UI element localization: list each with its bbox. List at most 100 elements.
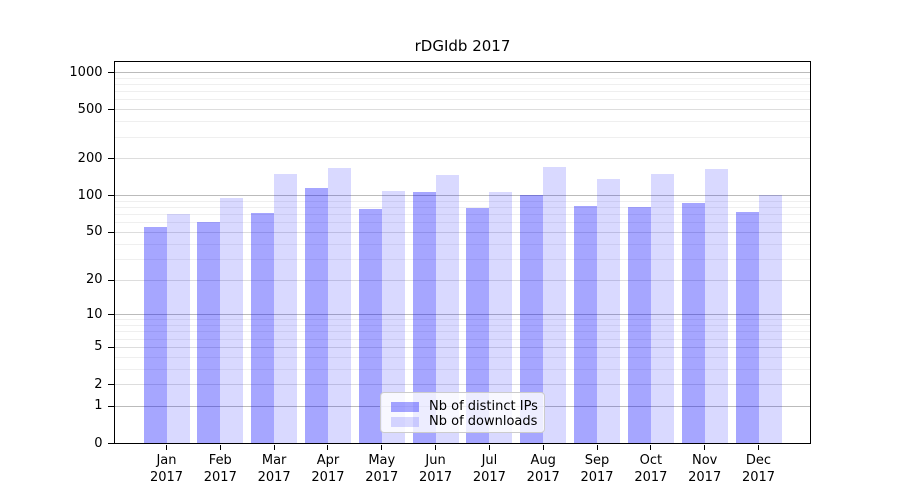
- y-tick-label: 200: [77, 150, 103, 166]
- x-tick-label: Feb 2017: [203, 452, 237, 485]
- y-tick-mark: [107, 279, 114, 281]
- minor-gridline: [114, 136, 811, 138]
- major-gridline: [114, 384, 811, 386]
- bar-nb-of-downloads-dec-2017: [758, 195, 782, 444]
- x-tick-mark: [327, 444, 329, 450]
- bar-nb-of-downloads-aug-2017: [543, 166, 567, 444]
- y-tick-mark: [107, 231, 114, 233]
- minor-gridline: [114, 222, 811, 224]
- bar-nb-of-distinct-ips-jul-2017: [466, 208, 490, 444]
- y-tick-label: 10: [85, 306, 103, 322]
- minor-gridline: [114, 84, 811, 86]
- y-tick-label: 20: [85, 272, 103, 288]
- bar-nb-of-distinct-ips-nov-2017: [681, 202, 705, 444]
- bar-nb-of-downloads-nov-2017: [704, 168, 728, 444]
- x-tick-mark: [273, 444, 275, 450]
- x-tick-mark: [435, 444, 437, 450]
- minor-gridline: [114, 200, 811, 202]
- major-gridline: [114, 314, 811, 316]
- plot-frame: [114, 61, 811, 444]
- y-tick-mark: [107, 443, 114, 444]
- x-tick-mark: [596, 444, 598, 450]
- bar-nb-of-downloads-apr-2017: [327, 167, 351, 444]
- major-gridline: [114, 231, 811, 233]
- y-tick-mark: [107, 158, 114, 160]
- bar-nb-of-distinct-ips-aug-2017: [520, 194, 544, 444]
- bar-nb-of-distinct-ips-jun-2017: [412, 191, 436, 444]
- x-tick-mark: [758, 444, 759, 450]
- bar-nb-of-downloads-jul-2017: [489, 192, 513, 444]
- x-tick-mark: [650, 444, 652, 450]
- y-tick-mark: [107, 405, 114, 407]
- y-tick-label: 1: [94, 398, 103, 414]
- bar-nb-of-downloads-mar-2017: [274, 174, 298, 444]
- bar-nb-of-downloads-jan-2017: [166, 213, 190, 444]
- minor-gridline: [114, 99, 811, 101]
- y-tick-mark: [107, 109, 114, 111]
- legend-item-nb-of-distinct-ips: Nb of distinct IPs: [391, 399, 538, 414]
- minor-gridline: [114, 331, 811, 333]
- bar-nb-of-distinct-ips-oct-2017: [627, 206, 651, 444]
- minor-gridline: [114, 207, 811, 209]
- bar-nb-of-downloads-sep-2017: [597, 179, 621, 444]
- y-tick-label: 500: [77, 101, 103, 117]
- minor-gridline: [114, 258, 811, 260]
- legend-item-nb-of-downloads: Nb of downloads: [391, 414, 538, 429]
- y-tick-label: 2: [94, 376, 103, 392]
- x-tick-mark: [704, 444, 706, 450]
- y-tick-mark: [107, 314, 114, 316]
- major-gridline: [114, 346, 811, 348]
- x-tick-mark: [542, 444, 544, 450]
- chart-title: rDGIdb 2017: [414, 37, 511, 55]
- x-tick-mark: [166, 444, 167, 450]
- y-tick-mark: [107, 72, 114, 74]
- y-tick-label: 100: [77, 187, 103, 203]
- y-tick-label: 50: [85, 224, 103, 240]
- x-tick-label: Mar 2017: [257, 452, 291, 485]
- legend-label-nb-of-downloads: Nb of downloads: [429, 414, 538, 429]
- y-tick-mark: [107, 195, 114, 197]
- legend-swatch-nb-of-distinct-ips: [391, 401, 419, 412]
- minor-gridline: [114, 243, 811, 245]
- bar-nb-of-distinct-ips-sep-2017: [574, 206, 598, 444]
- bar-nb-of-distinct-ips-feb-2017: [197, 221, 221, 444]
- x-tick-label: May 2017: [365, 452, 399, 485]
- major-gridline: [114, 109, 811, 111]
- x-tick-mark: [381, 444, 383, 450]
- major-gridline: [114, 158, 811, 160]
- major-gridline: [114, 195, 811, 197]
- minor-gridline: [114, 319, 811, 321]
- y-tick-mark: [107, 346, 114, 348]
- bar-nb-of-downloads-may-2017: [381, 191, 405, 444]
- minor-gridline: [114, 91, 811, 93]
- minor-gridline: [114, 338, 811, 340]
- x-tick-label: Aug 2017: [526, 452, 560, 485]
- minor-gridline: [114, 214, 811, 216]
- legend: Nb of distinct IPs Nb of downloads: [380, 392, 545, 433]
- y-tick-label: 0: [94, 435, 103, 451]
- minor-gridline: [114, 356, 811, 358]
- bar-nb-of-downloads-jun-2017: [435, 175, 459, 444]
- bar-nb-of-downloads-oct-2017: [650, 174, 674, 444]
- y-tick-mark: [107, 384, 114, 386]
- minor-gridline: [114, 368, 811, 370]
- x-tick-label: Jul 2017: [472, 452, 506, 485]
- x-tick-label: Jan 2017: [149, 452, 184, 485]
- legend-swatch-nb-of-downloads: [391, 416, 419, 427]
- x-tick-mark: [488, 444, 490, 450]
- x-tick-label: Jun 2017: [419, 452, 453, 485]
- bar-nb-of-distinct-ips-mar-2017: [251, 213, 275, 444]
- bar-nb-of-distinct-ips-jan-2017: [143, 227, 167, 444]
- x-tick-label: Oct 2017: [634, 452, 668, 485]
- x-tick-label: Nov 2017: [688, 452, 722, 485]
- minor-gridline: [114, 325, 811, 327]
- x-tick-mark: [219, 444, 221, 450]
- bar-nb-of-distinct-ips-may-2017: [358, 208, 382, 444]
- major-gridline: [114, 279, 811, 281]
- bar-nb-of-downloads-feb-2017: [220, 198, 244, 444]
- major-gridline: [114, 72, 811, 74]
- legend-label-nb-of-distinct-ips: Nb of distinct IPs: [429, 399, 538, 414]
- bar-nb-of-distinct-ips-dec-2017: [735, 212, 759, 444]
- x-tick-label: Sep 2017: [580, 452, 614, 485]
